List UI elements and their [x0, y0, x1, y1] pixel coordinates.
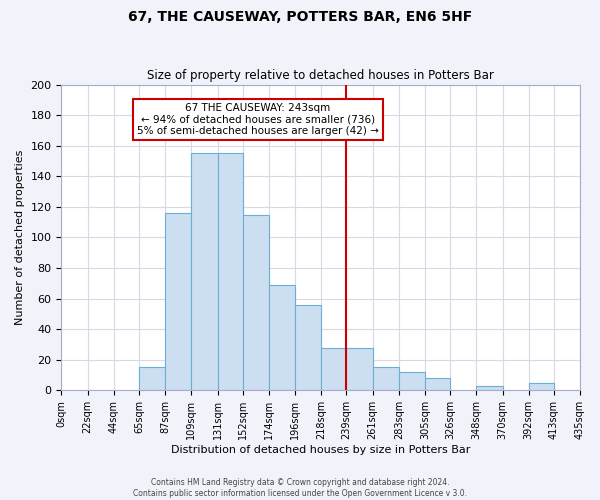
Bar: [529, 382, 554, 390]
Bar: [191, 154, 218, 390]
Bar: [373, 368, 399, 390]
Bar: [139, 368, 165, 390]
Bar: [295, 304, 321, 390]
Text: Contains HM Land Registry data © Crown copyright and database right 2024.
Contai: Contains HM Land Registry data © Crown c…: [133, 478, 467, 498]
Y-axis label: Number of detached properties: Number of detached properties: [15, 150, 25, 325]
Bar: [165, 213, 191, 390]
Text: 67 THE CAUSEWAY: 243sqm
← 94% of detached houses are smaller (736)
5% of semi-de: 67 THE CAUSEWAY: 243sqm ← 94% of detache…: [137, 103, 379, 136]
Bar: [242, 214, 269, 390]
Bar: [346, 348, 373, 391]
Bar: [476, 386, 503, 390]
Bar: [321, 348, 346, 391]
Bar: [425, 378, 450, 390]
X-axis label: Distribution of detached houses by size in Potters Bar: Distribution of detached houses by size …: [171, 445, 470, 455]
Text: 67, THE CAUSEWAY, POTTERS BAR, EN6 5HF: 67, THE CAUSEWAY, POTTERS BAR, EN6 5HF: [128, 10, 472, 24]
Bar: [269, 285, 295, 391]
Title: Size of property relative to detached houses in Potters Bar: Size of property relative to detached ho…: [147, 69, 494, 82]
Bar: [399, 372, 425, 390]
Bar: [218, 154, 242, 390]
